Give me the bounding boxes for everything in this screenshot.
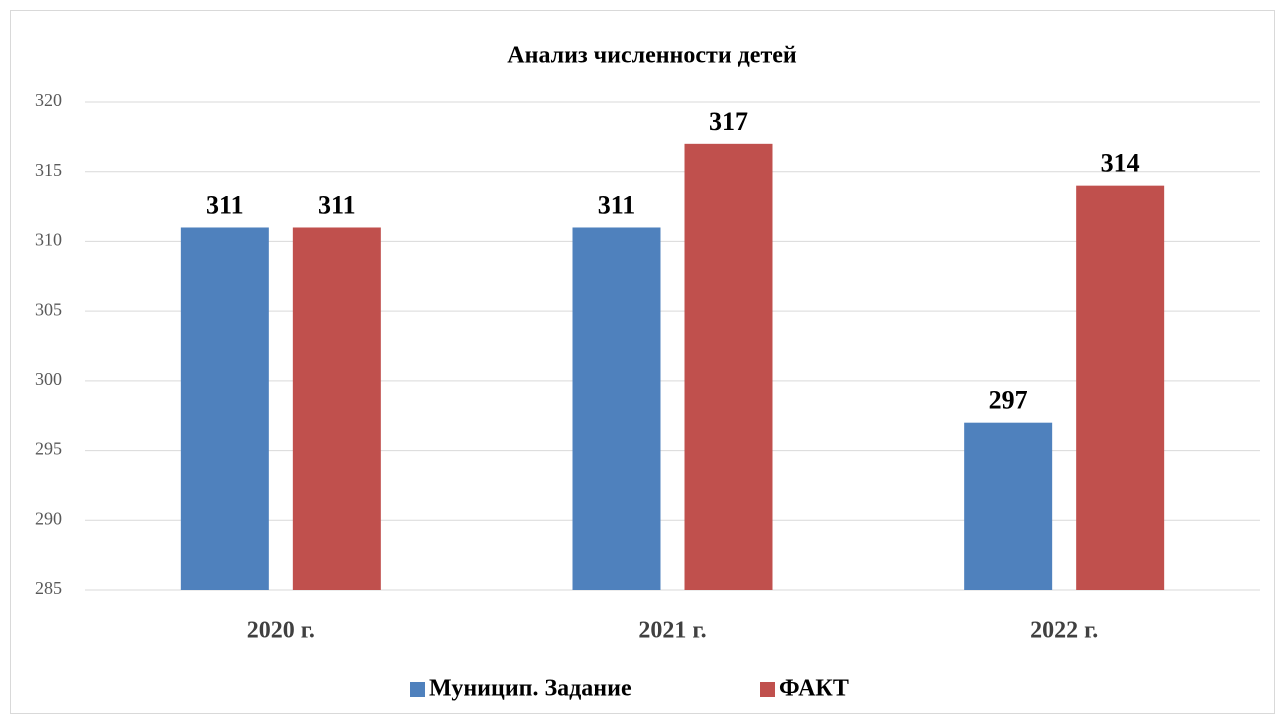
data-label: 314 <box>1101 149 1140 178</box>
y-tick-label: 295 <box>35 439 62 459</box>
bar <box>292 227 381 590</box>
x-tick-label: 2020 г. <box>247 618 315 644</box>
y-tick-label: 300 <box>35 369 62 389</box>
legend-swatch <box>410 682 425 697</box>
x-tick-label: 2022 г. <box>1030 618 1098 644</box>
y-tick-label: 315 <box>35 160 62 180</box>
y-tick-label: 290 <box>35 508 62 528</box>
data-label: 311 <box>206 190 244 219</box>
chart-title: Анализ численности детей <box>507 43 797 69</box>
bar <box>1076 185 1165 590</box>
bar <box>572 227 661 590</box>
bar <box>684 143 773 591</box>
y-tick-label: 310 <box>35 230 62 250</box>
bar <box>964 422 1053 590</box>
data-label: 297 <box>989 386 1028 415</box>
data-label: 311 <box>598 190 636 219</box>
bar <box>180 227 269 590</box>
y-tick-label: 320 <box>35 90 62 110</box>
y-tick-label: 305 <box>35 299 62 319</box>
y-tick-label: 285 <box>35 578 62 598</box>
data-label: 317 <box>709 107 748 136</box>
legend-label: ФАКТ <box>779 676 849 702</box>
x-tick-label: 2021 г. <box>638 618 706 644</box>
legend-swatch <box>760 682 775 697</box>
legend-label: Муницип. Задание <box>429 676 632 702</box>
data-label: 311 <box>318 190 356 219</box>
